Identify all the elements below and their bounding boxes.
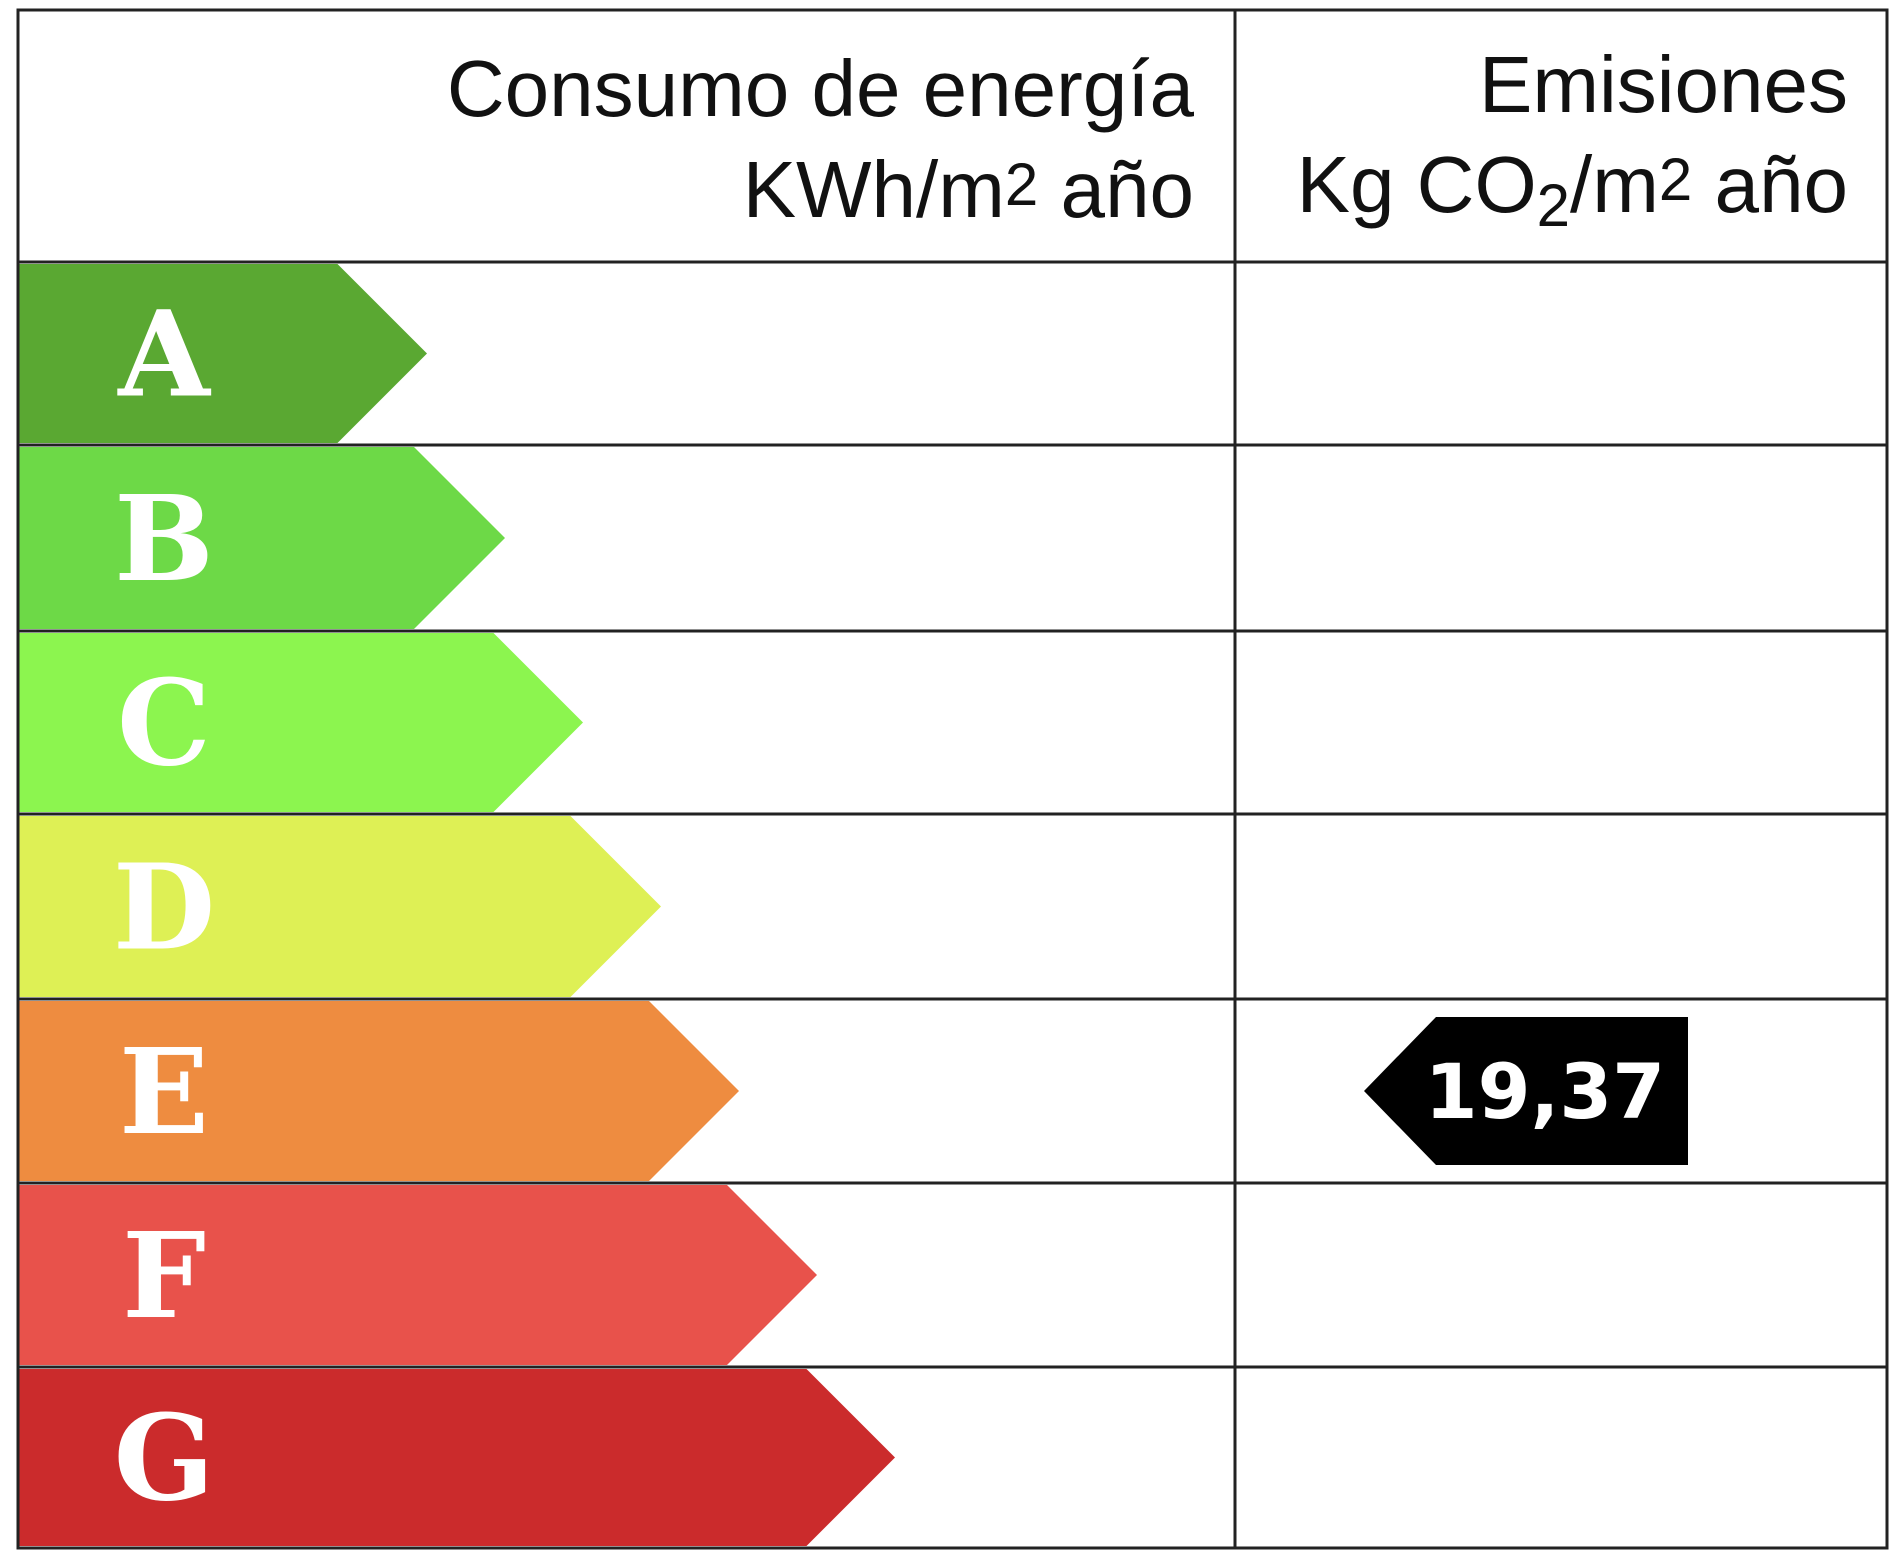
rating-letter: A [117, 285, 211, 424]
emissions-title: Emisiones [1479, 40, 1848, 129]
unit-text: /m [1570, 140, 1659, 229]
rating-letter: F [122, 1206, 206, 1345]
rating-arrow [18, 816, 661, 997]
rating-arrow [18, 447, 505, 629]
unit-text: año [1692, 140, 1848, 229]
unit-superscript: 2 [1005, 151, 1038, 218]
emissions-value: 19,37 [1425, 1047, 1665, 1136]
energy-title: Consumo de energía [447, 44, 1195, 133]
energy-unit: KWh/m2 año [743, 145, 1194, 234]
unit-superscript: 2 [1659, 146, 1692, 213]
unit-text: KWh/m [743, 145, 1005, 234]
rating-arrow [18, 1369, 895, 1546]
rating-arrow [18, 633, 583, 812]
rating-letter: D [113, 838, 215, 977]
rating-letter: G [114, 1389, 215, 1528]
unit-subscript: 2 [1537, 172, 1570, 239]
value-marker [1364, 1017, 1688, 1165]
rating-letter: C [117, 654, 211, 793]
rating-arrow [18, 264, 427, 443]
unit-text: Kg CO [1297, 140, 1537, 229]
rating-letter: E [119, 1022, 209, 1161]
emissions-unit: Kg CO2/m2 año [1297, 140, 1848, 239]
rating-arrow [18, 1185, 817, 1365]
rating-letter: B [114, 469, 214, 608]
rating-arrow [18, 1001, 739, 1181]
unit-text: año [1038, 145, 1194, 234]
